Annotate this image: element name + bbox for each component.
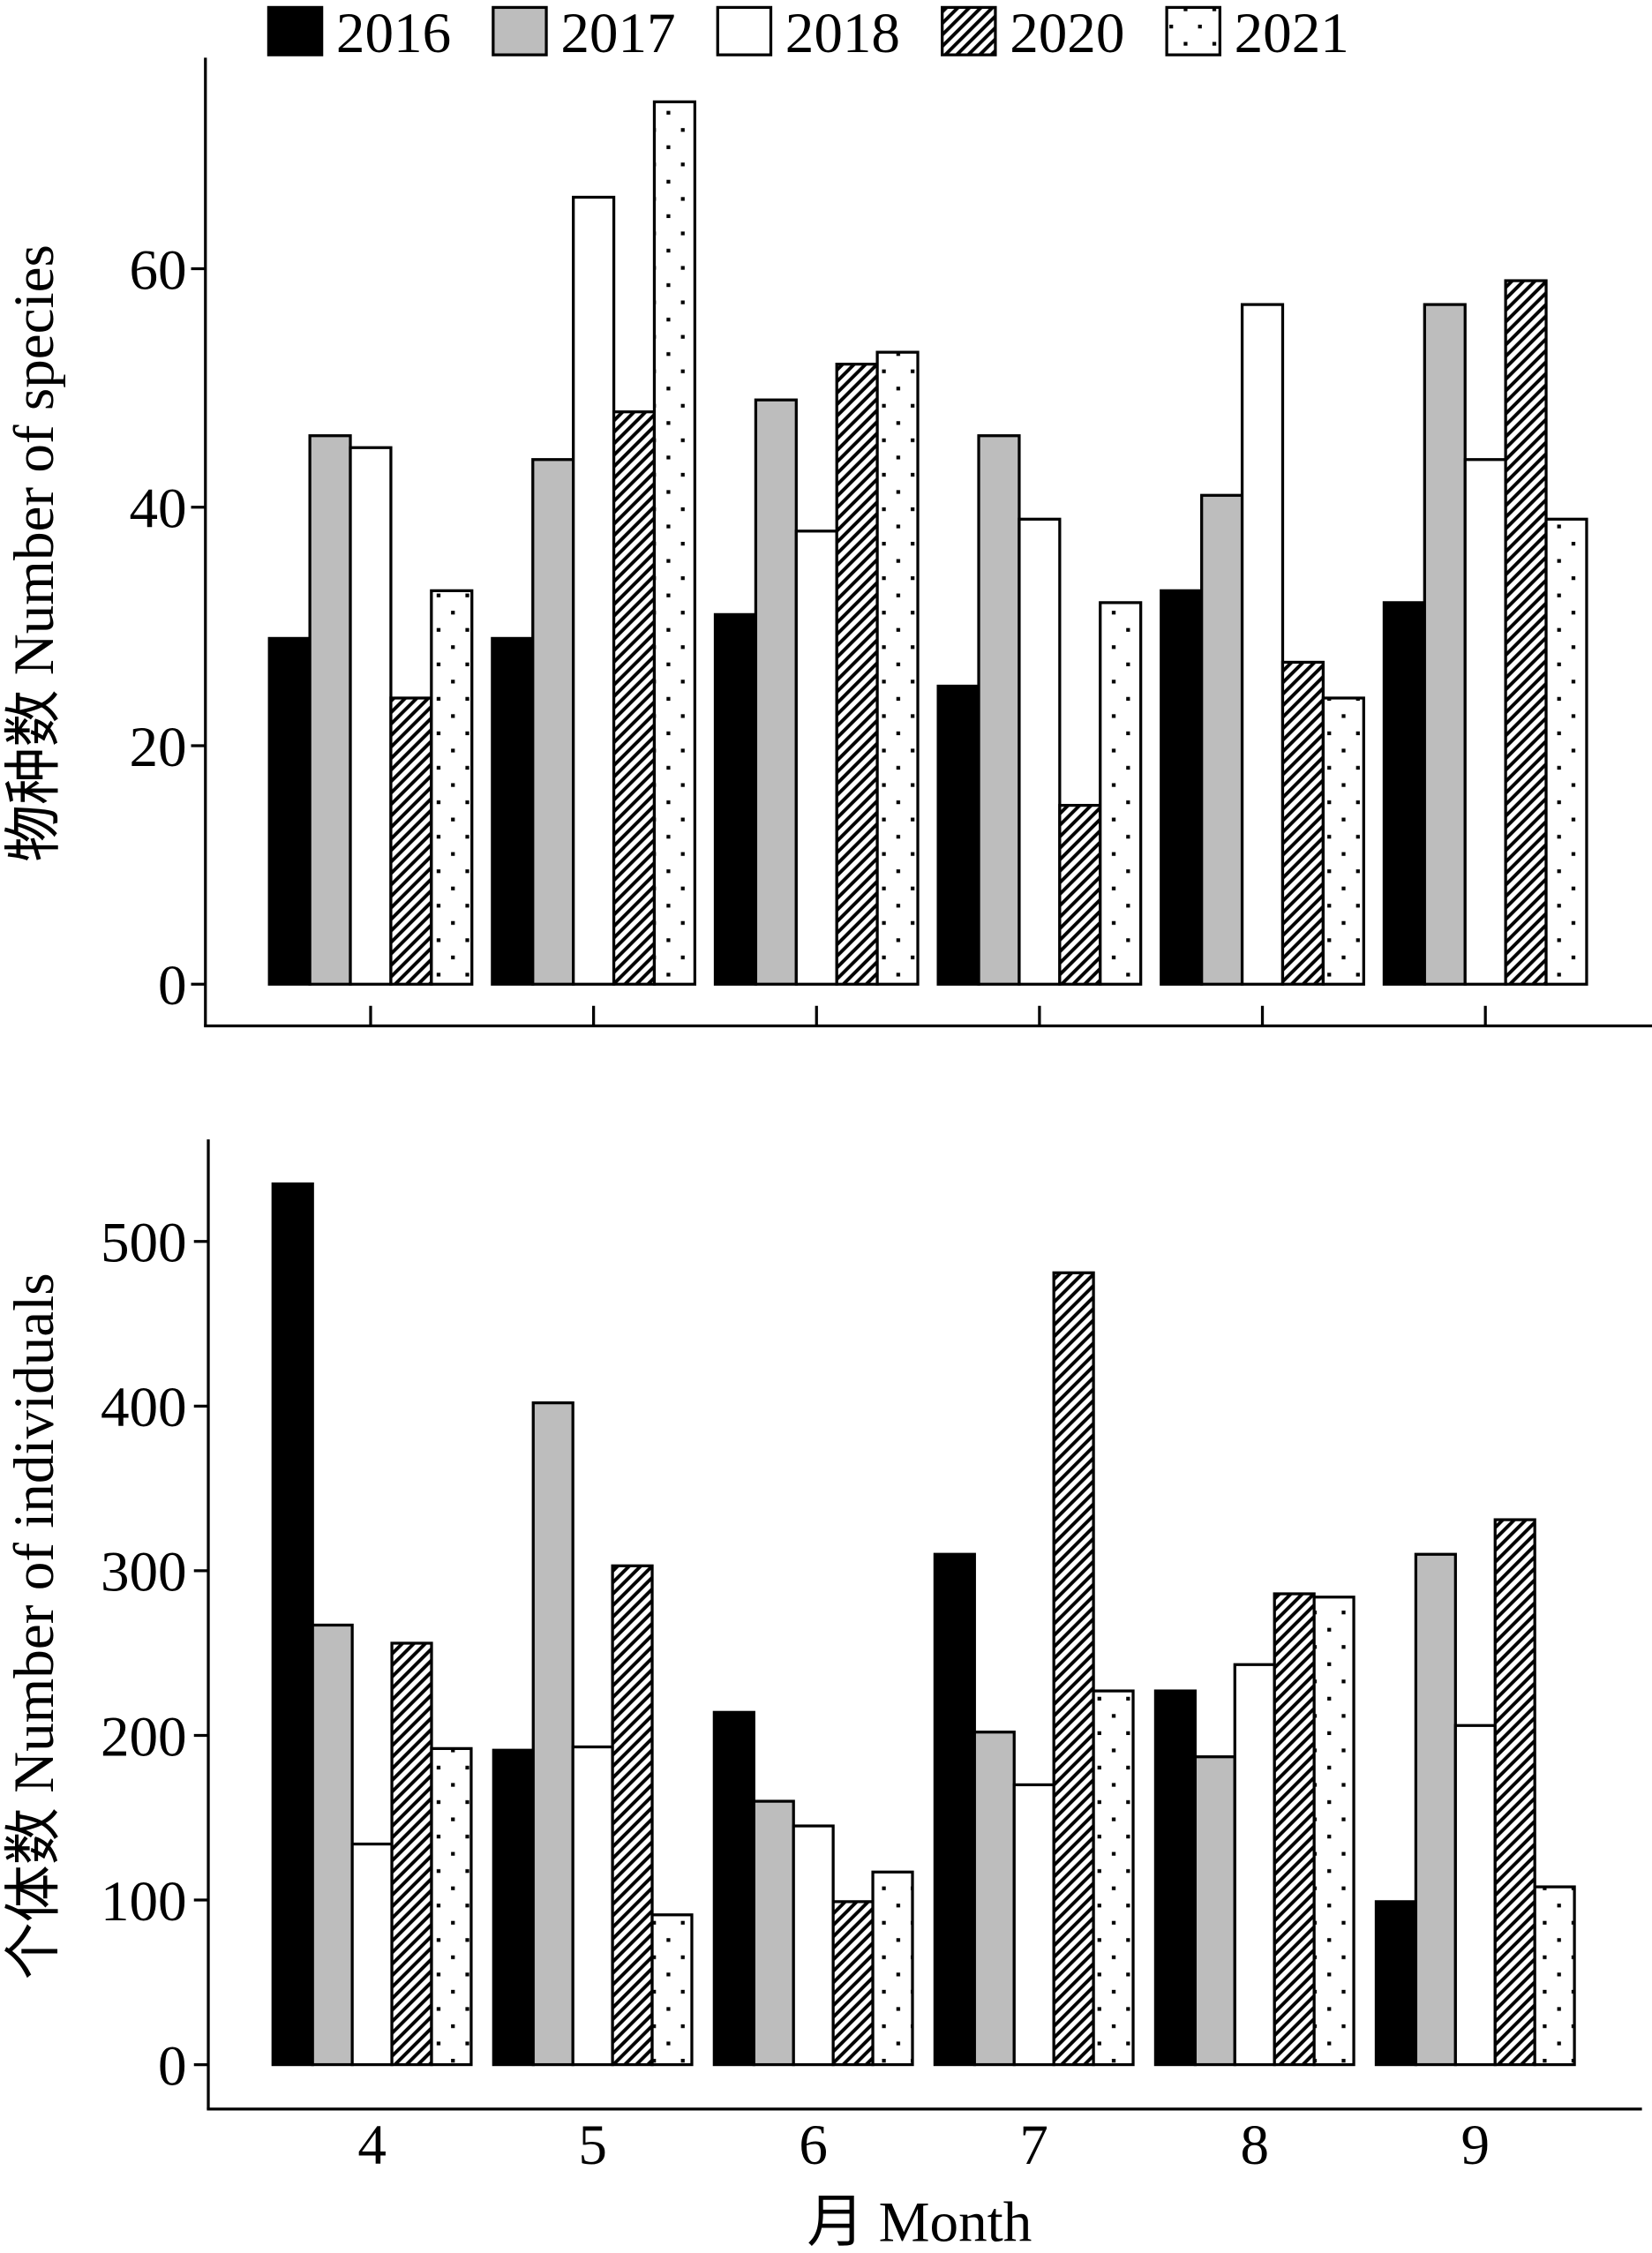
individuals-bar-2018-month-5 xyxy=(571,1745,614,2067)
individuals-y-tick-label: 0 xyxy=(158,2034,187,2098)
individuals-x-axis-title: 月 Month xyxy=(807,2191,1032,2253)
individuals-bar-2017-month-5 xyxy=(531,1401,574,2067)
individuals-bar-2020-month-9 xyxy=(1493,1518,1536,2067)
legend-label-2020: 2020 xyxy=(1010,2,1124,65)
individuals-bar-2016-month-8 xyxy=(1153,1689,1197,2067)
individuals-y-tick-label: 100 xyxy=(101,1870,187,1934)
legend-swatch-2018 xyxy=(716,5,773,56)
individuals-bar-2021-month-9 xyxy=(1533,1885,1576,2067)
individuals-x-tick-label: 5 xyxy=(578,2114,607,2177)
legend-label-2021: 2021 xyxy=(1235,2,1349,65)
individuals-bar-2018-month-8 xyxy=(1233,1663,1276,2067)
species-bar-2017-month-8 xyxy=(1200,493,1244,986)
species-bar-2021-month-8 xyxy=(1321,696,1365,986)
individuals-bar-2021-month-5 xyxy=(650,1913,694,2067)
species-bar-2018-month-6 xyxy=(794,529,838,986)
species-bar-2021-month-9 xyxy=(1544,517,1588,986)
species-bar-2018-month-9 xyxy=(1463,458,1507,986)
species-bar-2018-month-4 xyxy=(349,446,393,986)
individuals-bar-2021-month-4 xyxy=(430,1746,473,2067)
individuals-bar-2021-month-6 xyxy=(871,1870,914,2067)
individuals-bar-2016-month-6 xyxy=(712,1710,755,2067)
individuals-bar-2016-month-9 xyxy=(1374,1900,1418,2067)
individuals-bar-2016-month-7 xyxy=(933,1552,976,2067)
species-bar-2016-month-7 xyxy=(936,684,980,986)
species-bar-2017-month-9 xyxy=(1423,303,1467,986)
individuals-bar-2016-month-5 xyxy=(492,1748,535,2067)
individuals-bar-2020-month-4 xyxy=(390,1641,433,2067)
individuals-bar-2020-month-7 xyxy=(1052,1271,1095,2067)
individuals-bar-2021-month-7 xyxy=(1092,1689,1135,2067)
species-bar-2020-month-5 xyxy=(612,410,657,986)
species-bar-2016-month-6 xyxy=(713,612,758,986)
species-bar-2017-month-6 xyxy=(754,398,798,986)
species-bar-2020-month-8 xyxy=(1280,660,1325,986)
species-bar-2020-month-7 xyxy=(1058,803,1102,986)
individuals-bar-2018-month-7 xyxy=(1012,1783,1055,2067)
individuals-bar-2017-month-6 xyxy=(752,1799,795,2067)
species-y-axis-title: 物种数 Number of species xyxy=(3,244,66,862)
legend-label-2017: 2017 xyxy=(560,2,675,65)
species-bar-2018-month-8 xyxy=(1240,303,1285,986)
individuals-bar-2021-month-8 xyxy=(1312,1596,1355,2067)
individuals-x-tick-label: 8 xyxy=(1240,2114,1269,2177)
individuals-x-tick-label: 7 xyxy=(1019,2114,1048,2177)
individuals-bar-2017-month-9 xyxy=(1414,1552,1457,2067)
individuals-x-tick-label: 4 xyxy=(357,2114,387,2177)
legend-swatch-2020 xyxy=(941,5,997,56)
species-bar-2020-month-4 xyxy=(389,696,433,986)
legend-swatch-2021 xyxy=(1165,5,1221,56)
individuals-bar-2017-month-7 xyxy=(972,1731,1016,2067)
species-bar-2021-month-7 xyxy=(1099,601,1143,986)
species-bar-2016-month-5 xyxy=(491,636,535,986)
species-bar-2017-month-7 xyxy=(977,434,1021,986)
species-bar-2020-month-9 xyxy=(1504,279,1548,986)
individuals-y-tick-label: 400 xyxy=(101,1376,187,1439)
individuals-x-tick-label: 6 xyxy=(799,2114,828,2177)
species-bar-2016-month-4 xyxy=(267,636,312,986)
species-bar-2018-month-5 xyxy=(572,195,616,986)
individuals-bar-2016-month-4 xyxy=(271,1182,314,2067)
species-y-tick-label: 40 xyxy=(130,477,187,541)
individuals-y-tick-label: 300 xyxy=(101,1541,187,1604)
species-bar-2021-month-5 xyxy=(652,100,697,986)
individuals-bar-2018-month-9 xyxy=(1453,1724,1497,2067)
legend: 2016 2017 2018 2020 2021 xyxy=(267,2,1349,65)
species-y-tick-label: 60 xyxy=(130,238,187,302)
individuals-chart: 0 100 200 300 400 500 4 5 6 7 8 9 个体数 Number of indi… xyxy=(3,1139,1642,2253)
individuals-bar-2018-month-6 xyxy=(792,1824,835,2067)
species-y-tick-label: 0 xyxy=(158,954,187,1018)
species-bar-2018-month-7 xyxy=(1017,517,1062,986)
individuals-y-axis-title: 个体数 Number of individuals xyxy=(3,1273,66,1979)
legend-swatch-2016 xyxy=(267,5,324,56)
species-y-tick-label: 20 xyxy=(130,716,187,779)
individuals-y-tick-label: 500 xyxy=(101,1212,187,1275)
species-bar-2017-month-5 xyxy=(531,458,575,986)
species-chart: 0 20 40 60 物种数 Number of species xyxy=(3,57,1652,1028)
individuals-bar-2017-month-8 xyxy=(1193,1755,1236,2067)
species-bar-2021-month-4 xyxy=(430,589,474,986)
legend-label-2016: 2016 xyxy=(336,2,451,65)
individuals-y-tick-label: 200 xyxy=(101,1705,187,1769)
individuals-x-tick-label: 9 xyxy=(1461,2114,1490,2177)
individuals-bar-2020-month-5 xyxy=(611,1564,654,2067)
species-bar-2021-month-6 xyxy=(875,350,920,986)
species-bar-2016-month-8 xyxy=(1160,589,1204,986)
legend-label-2018: 2018 xyxy=(785,2,900,65)
individuals-bar-2020-month-8 xyxy=(1273,1592,1316,2067)
legend-swatch-2017 xyxy=(492,5,548,56)
individuals-bar-2017-month-4 xyxy=(311,1623,354,2067)
individuals-bar-2020-month-6 xyxy=(831,1900,875,2067)
species-bar-2017-month-4 xyxy=(308,434,352,986)
individuals-bar-2018-month-4 xyxy=(350,1842,394,2067)
species-bar-2016-month-9 xyxy=(1382,601,1426,986)
species-bar-2020-month-6 xyxy=(835,363,879,986)
